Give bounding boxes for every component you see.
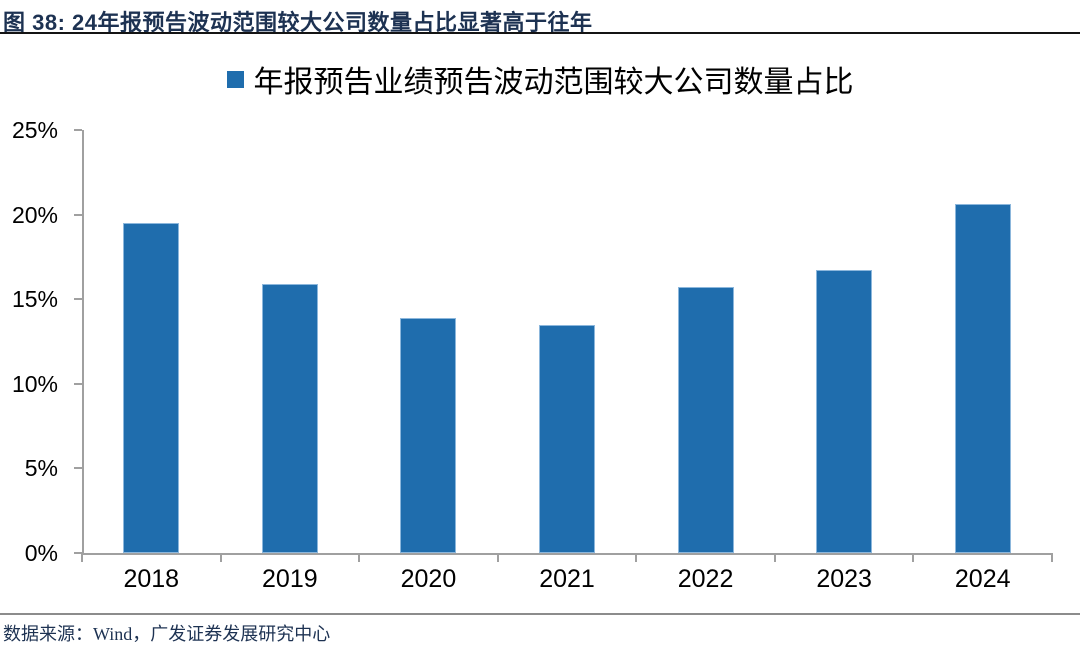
x-axis-tick bbox=[219, 553, 222, 562]
bar-2022 bbox=[677, 287, 734, 553]
legend-label: 年报预告业绩预告波动范围较大公司数量占比 bbox=[253, 66, 854, 99]
y-axis-tick bbox=[74, 298, 82, 301]
x-axis-tick-label: 2022 bbox=[677, 565, 734, 593]
y-axis-line bbox=[82, 130, 84, 555]
bar-2019 bbox=[261, 283, 318, 553]
footer-divider bbox=[0, 613, 1080, 615]
y-axis-tick-label: 20% bbox=[11, 201, 58, 228]
figure-title: 图 38: 24年报预告波动范围较大公司数量占比显著高于往年 bbox=[3, 10, 593, 35]
x-axis-tick bbox=[773, 553, 776, 562]
chart-legend: 年报预告业绩预告波动范围较大公司数量占比 bbox=[0, 62, 1080, 99]
x-axis-tick bbox=[496, 553, 499, 562]
bar-2024 bbox=[954, 204, 1011, 553]
legend-swatch-icon bbox=[226, 70, 244, 88]
x-axis-tick bbox=[358, 553, 361, 562]
x-axis-tick bbox=[635, 553, 638, 562]
x-axis-tick bbox=[1051, 553, 1053, 562]
x-axis-tick-label: 2023 bbox=[816, 565, 872, 593]
data-source: 数据来源：Wind，广发证券发展研究中心 bbox=[3, 624, 331, 644]
y-axis-tick-label: 5% bbox=[24, 455, 58, 482]
y-axis-tick-label: 15% bbox=[11, 286, 58, 313]
y-axis-tick bbox=[74, 129, 82, 131]
x-axis-tick-label: 2018 bbox=[123, 565, 180, 593]
bar-2021 bbox=[539, 324, 595, 553]
y-axis-tick bbox=[74, 382, 82, 385]
x-axis-tick bbox=[912, 553, 915, 562]
x-axis-tick-label: 2024 bbox=[954, 565, 1011, 593]
y-axis-tick-label: 25% bbox=[11, 117, 58, 143]
header-divider bbox=[0, 32, 1080, 34]
x-axis-tick-label: 2020 bbox=[400, 565, 457, 593]
x-axis-tick-label: 2019 bbox=[262, 565, 318, 593]
bar-2018 bbox=[123, 223, 180, 553]
x-axis-tick-label: 2021 bbox=[539, 565, 595, 593]
bar-2023 bbox=[816, 270, 873, 553]
y-axis-tick-label: 0% bbox=[24, 540, 58, 566]
y-axis-tick bbox=[74, 467, 82, 470]
y-axis-tick bbox=[74, 213, 82, 216]
x-axis-tick bbox=[81, 553, 83, 562]
y-axis-tick-label: 10% bbox=[11, 370, 58, 397]
x-axis-line bbox=[82, 553, 1052, 555]
y-axis-tick bbox=[74, 552, 82, 554]
bar-2020 bbox=[400, 317, 457, 553]
